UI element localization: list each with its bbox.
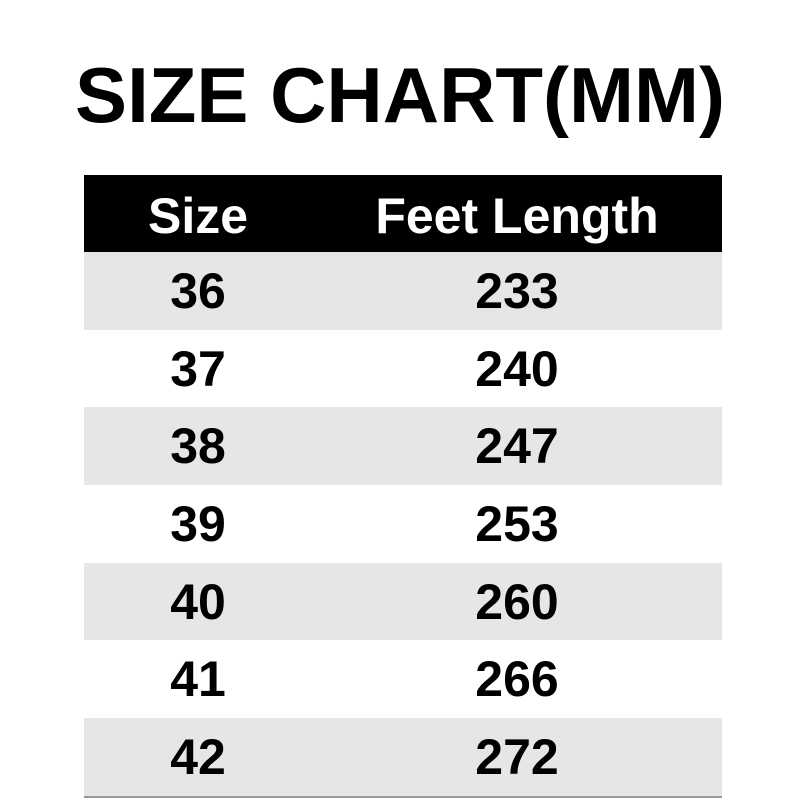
table-row: 42 272: [84, 718, 722, 796]
size-cell: 40: [170, 573, 226, 630]
table-row: 41 266: [84, 640, 722, 718]
feet-length-cell: 247: [475, 418, 559, 475]
feet-length-cell: 233: [475, 262, 559, 319]
feet-length-cell: 240: [475, 340, 559, 397]
size-chart-table: Size Feet Length 36 233 37 240 38 247 39 253 40 2…: [84, 175, 722, 798]
size-cell: 39: [170, 495, 226, 552]
column-header-feet-length: Feet Length: [375, 187, 659, 244]
size-cell: 36: [170, 262, 226, 319]
size-cell: 37: [170, 340, 226, 397]
table-row: 37 240: [84, 330, 722, 408]
table-header-row: Size Feet Length: [84, 175, 722, 252]
table-row: 40 260: [84, 562, 722, 641]
page-title: SIZE CHART(MM): [75, 51, 725, 139]
table-bottom-rule: [84, 795, 722, 798]
column-header-size: Size: [147, 187, 249, 244]
size-cell: 42: [170, 728, 226, 785]
table-row: 36 233: [84, 252, 722, 330]
feet-length-cell: 253: [475, 495, 559, 552]
feet-length-cell: 260: [475, 573, 559, 630]
table-row: 38 247: [84, 407, 722, 486]
feet-length-cell: 266: [475, 651, 559, 708]
feet-length-cell: 272: [475, 728, 559, 785]
table-row: 39 253: [84, 485, 722, 563]
size-cell: 41: [170, 651, 226, 708]
size-cell: 38: [170, 418, 226, 475]
